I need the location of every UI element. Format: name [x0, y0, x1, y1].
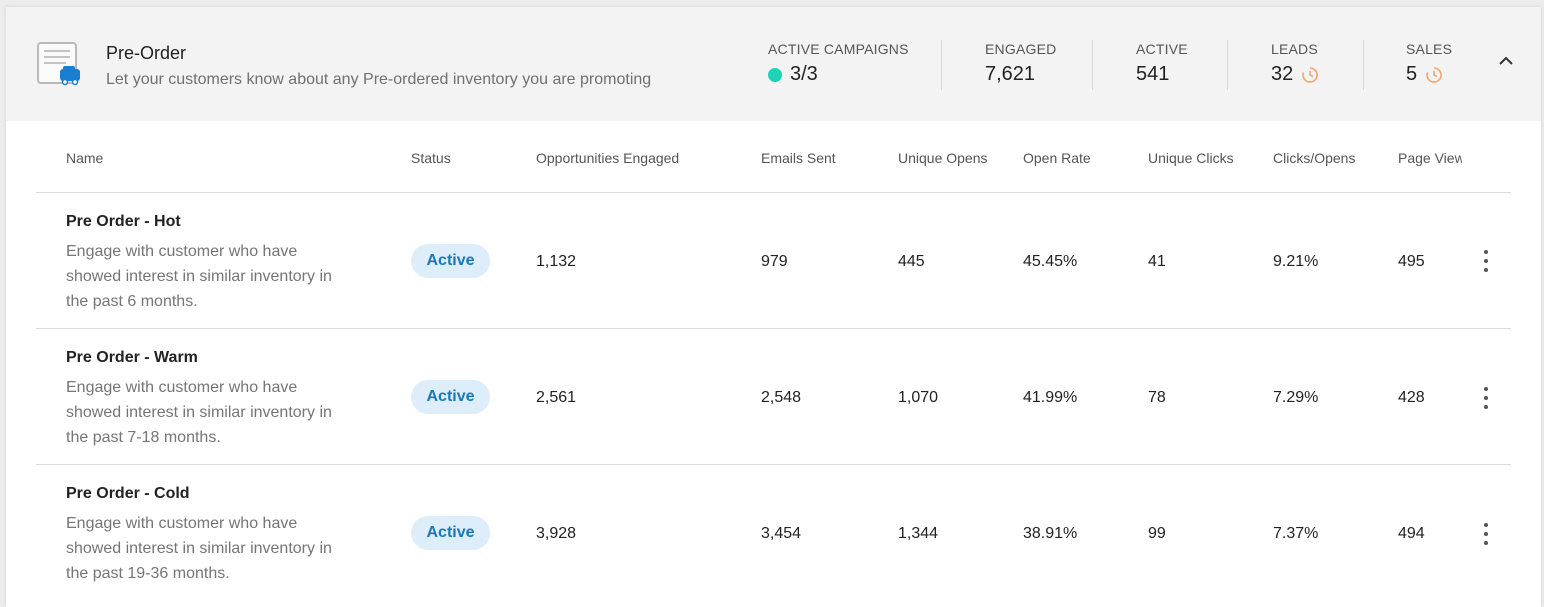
open-rate-cell: 41.99% [1023, 389, 1078, 406]
campaign-subtitle: Let your customers know about any Pre-or… [106, 71, 652, 88]
stat-label: SALES [1406, 41, 1453, 57]
stat-label: ENGAGED [985, 41, 1057, 57]
divider [36, 464, 1511, 465]
more-vertical-icon[interactable] [1478, 521, 1494, 547]
status-badge: Active [411, 244, 490, 278]
campaign-name[interactable]: Pre Order - Hot [66, 213, 181, 230]
clicks-opens-cell: 7.29% [1273, 389, 1319, 406]
opportunities-engaged-cell: 3,928 [536, 525, 577, 542]
status-badge: Active [411, 516, 490, 550]
emails-sent-cell: 3,454 [761, 525, 802, 542]
campaign-description: Engage with customer who have showed int… [66, 515, 332, 582]
unique-clicks-cell: 78 [1148, 389, 1166, 406]
clock-icon[interactable] [1425, 66, 1443, 84]
stat-label: ACTIVE CAMPAIGNS [768, 41, 909, 57]
more-vertical-icon[interactable] [1478, 385, 1494, 411]
column-header-unique-opens[interactable]: Unique Opens [898, 150, 988, 166]
divider [1092, 40, 1093, 90]
clock-icon[interactable] [1301, 66, 1319, 84]
campaign-description: Engage with customer who have showed int… [66, 243, 332, 310]
stat-label: ACTIVE [1136, 41, 1188, 57]
unique-clicks-cell: 41 [1148, 253, 1166, 270]
campaign-card: Pre-Order Let your customers know about … [6, 7, 1541, 607]
more-vertical-icon[interactable] [1478, 248, 1494, 274]
emails-sent-cell: 979 [761, 253, 788, 270]
unique-opens-cell: 1,070 [898, 389, 939, 406]
divider [36, 192, 1511, 193]
stat-value: 5 [1406, 63, 1418, 85]
document-car-icon [37, 42, 80, 86]
stat-engaged: ENGAGED 7,621 [985, 41, 1056, 86]
column-header-status[interactable]: Status [411, 150, 451, 166]
open-rate-cell: 38.91% [1023, 525, 1078, 542]
campaign-header[interactable]: Pre-Order Let your customers know about … [6, 7, 1541, 121]
column-header-emails-sent[interactable]: Emails Sent [761, 150, 836, 166]
column-header-clicks-opens[interactable]: Clicks/Opens [1273, 150, 1356, 166]
divider [1227, 40, 1228, 90]
clicks-opens-cell: 9.21% [1273, 253, 1319, 270]
opportunities-engaged-cell: 1,132 [536, 253, 577, 270]
unique-opens-cell: 1,344 [898, 525, 939, 542]
campaign-name[interactable]: Pre Order - Cold [66, 485, 190, 502]
stat-value: 3/3 [790, 63, 818, 85]
column-header-unique-clicks[interactable]: Unique Clicks [1148, 150, 1234, 166]
status-badge: Active [411, 380, 490, 414]
page-views-cell: 428 [1398, 389, 1425, 406]
unique-opens-cell: 445 [898, 253, 925, 270]
divider [36, 328, 1511, 329]
column-header-opportunities-engaged[interactable]: Opportunities Engaged [536, 150, 680, 166]
emails-sent-cell: 2,548 [761, 389, 802, 406]
campaign-name[interactable]: Pre Order - Warm [66, 349, 198, 366]
open-rate-cell: 45.45% [1023, 253, 1078, 270]
chevron-up-icon[interactable] [1494, 51, 1518, 71]
page-views-cell: 494 [1398, 525, 1425, 542]
campaign-title: Pre-Order [106, 43, 187, 63]
opportunities-engaged-cell: 2,561 [536, 389, 577, 406]
column-header-page-views[interactable]: Page Views [1398, 150, 1462, 166]
stat-sales: SALES 5 [1406, 41, 1452, 86]
column-header-open-rate[interactable]: Open Rate [1023, 150, 1091, 166]
campaign-description: Engage with customer who have showed int… [66, 379, 332, 446]
stat-active: ACTIVE 541 [1136, 41, 1188, 86]
clicks-opens-cell: 7.37% [1273, 525, 1319, 542]
stat-leads: LEADS 32 [1271, 41, 1319, 86]
stat-value: 32 [1271, 63, 1294, 85]
page-views-cell: 495 [1398, 253, 1425, 270]
divider [1363, 40, 1364, 90]
stat-label: LEADS [1271, 41, 1318, 57]
green-dot-icon [768, 67, 782, 82]
column-header-name[interactable]: Name [66, 150, 104, 166]
stat-value: 7,621 [985, 63, 1036, 85]
stat-value: 541 [1136, 63, 1170, 85]
stat-active-campaigns: ACTIVE CAMPAIGNS 3/3 [768, 41, 909, 86]
divider [941, 40, 942, 90]
unique-clicks-cell: 99 [1148, 525, 1166, 542]
